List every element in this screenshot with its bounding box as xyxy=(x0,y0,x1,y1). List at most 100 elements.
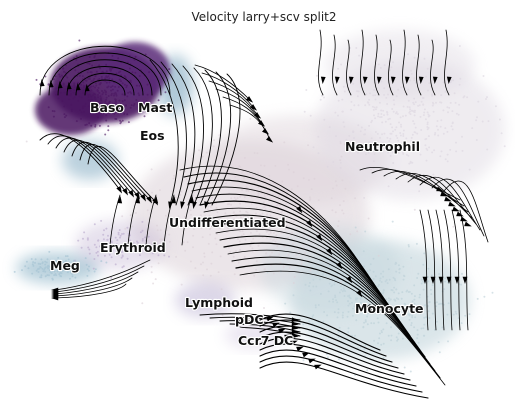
streamline xyxy=(431,178,485,237)
cluster-label-baso: Baso xyxy=(90,100,124,115)
cell-points-undifferentiated xyxy=(25,91,455,317)
streamline xyxy=(223,242,426,358)
streamline-arrow xyxy=(366,304,373,312)
streamline xyxy=(54,283,127,299)
streamline-arrow xyxy=(308,358,316,364)
streamline-arrow xyxy=(390,76,396,84)
streamline xyxy=(39,133,121,191)
streamline-arrow xyxy=(296,346,304,352)
streamline xyxy=(427,209,437,331)
streamline xyxy=(395,172,473,219)
streamline xyxy=(54,271,139,295)
streamline-arrow xyxy=(432,76,438,84)
streamline xyxy=(215,88,263,125)
streamline xyxy=(199,69,222,206)
streamline xyxy=(109,194,121,246)
streamline xyxy=(87,145,157,203)
streamline xyxy=(231,256,436,372)
streamline xyxy=(259,313,381,351)
streamline-arrow xyxy=(454,276,460,284)
streamline-arrow xyxy=(266,136,274,143)
streamline xyxy=(54,265,145,293)
streamline xyxy=(451,209,461,331)
cluster-label-lymphoid: Lymphoid xyxy=(185,295,253,310)
streamline xyxy=(435,209,445,331)
streamline-arrow xyxy=(464,221,472,227)
streamline-arrow xyxy=(302,352,310,358)
streamline-arrow xyxy=(135,196,141,204)
streamline-arrow xyxy=(291,333,299,339)
streamline xyxy=(239,270,446,386)
cluster-label-ccr7-dc: Ccr7 DC xyxy=(238,333,293,348)
streamline xyxy=(374,34,380,96)
streamline-arrow xyxy=(122,188,128,196)
streamline-arrow xyxy=(189,196,195,204)
streamline xyxy=(259,337,405,375)
streamline xyxy=(259,343,411,381)
cell-cloud-erythroid xyxy=(75,220,165,270)
streamline xyxy=(47,135,127,193)
streamline-arrow xyxy=(314,364,322,370)
streamline-arrow xyxy=(404,76,410,84)
streamline xyxy=(259,349,417,387)
cell-clouds xyxy=(13,30,506,376)
streamline xyxy=(360,29,366,96)
cluster-label-monocyte: Monocyte xyxy=(355,301,424,316)
streamline xyxy=(259,361,429,399)
streamline-arrow xyxy=(117,196,123,204)
streamline xyxy=(160,61,187,206)
streamline xyxy=(215,228,416,344)
streamline-arrow xyxy=(418,76,424,84)
streamline-arrow xyxy=(430,276,436,284)
streamline xyxy=(430,39,436,96)
streamline xyxy=(259,331,399,369)
streamline xyxy=(71,141,145,199)
streamline-arrow xyxy=(462,276,468,284)
cluster-label-eos: Eos xyxy=(140,128,165,143)
cell-cloud-mast xyxy=(100,42,170,98)
streamline-arrow xyxy=(246,96,254,103)
streamline xyxy=(203,207,401,323)
streamline-arrow xyxy=(254,112,262,119)
streamline-arrow xyxy=(128,190,134,198)
cluster-label-mast: Mast xyxy=(138,100,172,115)
streamline xyxy=(419,176,481,231)
streamline xyxy=(402,29,408,96)
streamline-arrow xyxy=(291,329,299,335)
streamline xyxy=(127,194,139,246)
streamline xyxy=(66,66,144,96)
streamline xyxy=(388,39,394,96)
streamline-arrow xyxy=(291,317,299,323)
cluster-label-undifferentiated: Undifferentiated xyxy=(169,215,286,230)
streamline-arrow xyxy=(57,81,63,89)
streamline xyxy=(227,249,431,365)
streamline xyxy=(229,323,301,333)
cluster-labels: Baso Mast Eos Neutrophil Undifferentiate… xyxy=(49,99,425,349)
streamline-arrow xyxy=(348,76,354,84)
streamline-arrow xyxy=(48,80,54,88)
streamline xyxy=(318,29,324,96)
streamline xyxy=(48,52,162,96)
streamline-arrow xyxy=(51,295,59,301)
streamline xyxy=(145,194,157,246)
streamline-arrow xyxy=(39,79,45,87)
streamline xyxy=(346,39,352,96)
streamline xyxy=(211,221,411,337)
streamline xyxy=(57,59,153,96)
streamline xyxy=(208,80,259,117)
streamline xyxy=(416,34,422,96)
cell-cloud-meg xyxy=(16,252,100,284)
streamline xyxy=(79,144,151,201)
streamline xyxy=(259,355,423,393)
streamline xyxy=(219,320,301,329)
cell-points-meg xyxy=(13,250,108,281)
streamline-arrow xyxy=(438,276,444,284)
streamline xyxy=(229,104,271,141)
streamline xyxy=(54,277,133,297)
cluster-label-erythroid: Erythroid xyxy=(100,240,166,255)
streamline xyxy=(419,209,429,331)
streamline xyxy=(235,263,441,379)
streamline-arrow xyxy=(291,321,299,327)
streamline-arrow xyxy=(75,83,81,91)
